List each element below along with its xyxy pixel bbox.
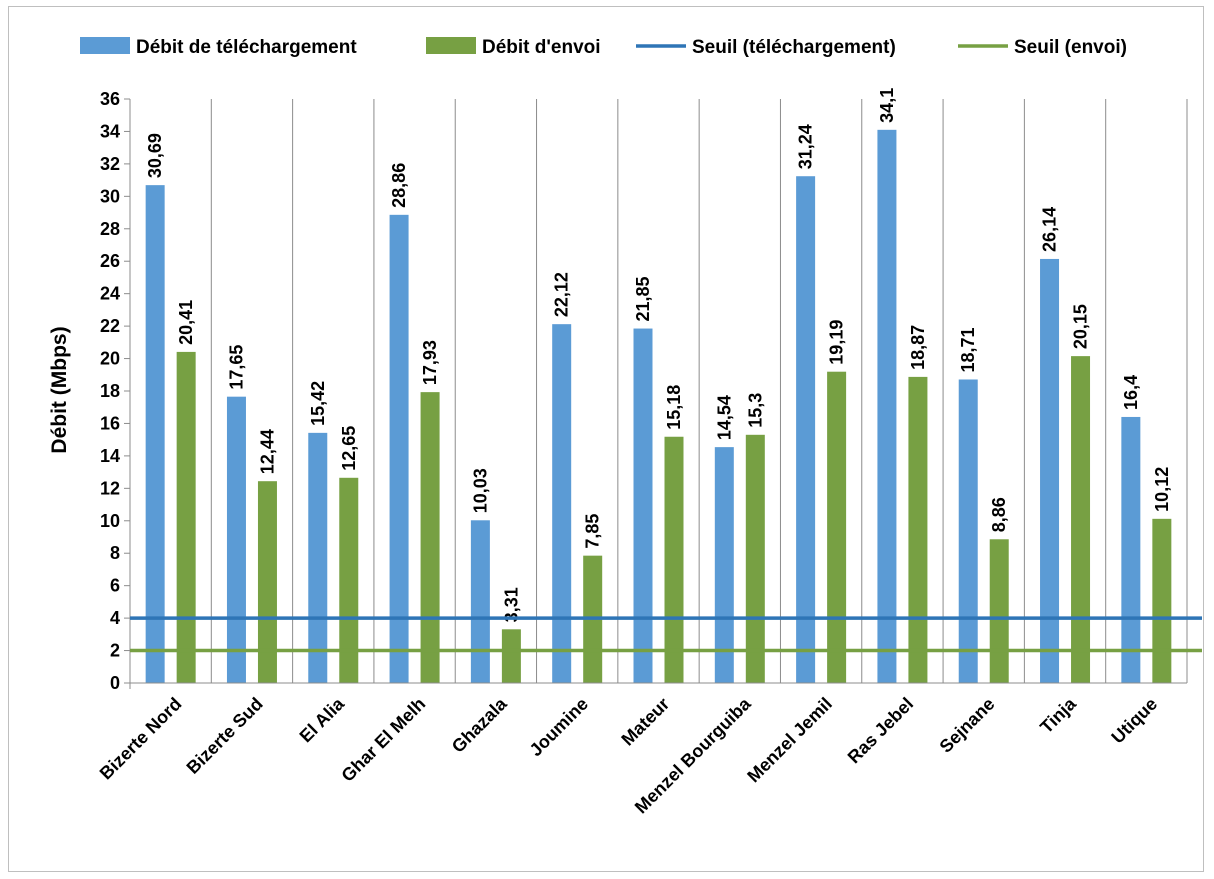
y-tick-label: 2 <box>110 641 120 661</box>
legend-label: Débit de téléchargement <box>136 37 357 58</box>
bar-download <box>308 432 328 683</box>
bar-upload <box>827 371 847 683</box>
y-tick-label: 22 <box>100 316 120 336</box>
x-tick-label: Bizerte Sud <box>183 694 267 778</box>
data-label: 31,24 <box>796 124 816 169</box>
y-tick-label: 36 <box>100 89 120 109</box>
data-label: 20,15 <box>1071 304 1091 349</box>
x-tick-label: Ras Jebel <box>844 694 918 768</box>
y-tick-label: 28 <box>100 219 120 239</box>
legend-swatch-upload <box>426 37 476 54</box>
y-tick-label: 34 <box>100 121 120 141</box>
data-label: 15,18 <box>664 385 684 430</box>
bar-download <box>714 447 734 683</box>
plot-area: 02468101214161820222426283032343630,6917… <box>96 88 1202 817</box>
y-tick-label: 16 <box>100 413 120 433</box>
x-tick-label: Ghazala <box>448 693 512 757</box>
y-tick-label: 14 <box>100 446 120 466</box>
data-label: 18,71 <box>958 327 978 372</box>
data-label: 16,4 <box>1121 375 1141 410</box>
y-axis-title: Débit (Mbps) <box>48 326 71 453</box>
data-label: 18,87 <box>908 325 928 370</box>
chart-frame <box>8 6 1204 872</box>
bar-download <box>796 176 816 683</box>
bar-download <box>389 214 409 683</box>
data-label: 14,54 <box>714 395 734 440</box>
x-tick-label: Menzel Jemil <box>743 694 836 787</box>
y-tick-label: 32 <box>100 154 120 174</box>
y-tick-label: 12 <box>100 478 120 498</box>
bar-upload <box>745 434 765 683</box>
legend-label: Débit d'envoi <box>482 37 601 58</box>
bar-upload <box>1152 518 1172 683</box>
x-tick-label: Joumine <box>526 694 592 760</box>
x-tick-label: El Alia <box>296 693 349 746</box>
bar-upload <box>176 351 196 683</box>
data-label: 10,12 <box>1152 467 1172 512</box>
y-tick-label: 30 <box>100 186 120 206</box>
data-label: 26,14 <box>1040 207 1060 252</box>
bar-upload <box>1071 356 1091 683</box>
bar-download <box>145 185 165 683</box>
bar-download <box>226 396 246 683</box>
x-tick-label: Ghar El Melh <box>337 694 429 786</box>
data-label: 15,3 <box>745 393 765 428</box>
legend-label: Seuil (envoi) <box>1014 37 1127 58</box>
data-label: 28,86 <box>389 163 409 208</box>
data-label: 12,44 <box>257 429 277 474</box>
bar-download <box>958 379 978 683</box>
x-tick-label: Tinja <box>1036 693 1080 737</box>
bar-upload <box>257 481 277 683</box>
x-tick-label: Mateur <box>617 694 673 750</box>
legend-label: Seuil (téléchargement) <box>692 37 896 58</box>
bar-download <box>552 324 572 683</box>
x-tick-label: Sejnane <box>936 694 999 757</box>
data-label: 3,31 <box>501 587 521 622</box>
y-tick-label: 10 <box>100 511 120 531</box>
legend: Débit de téléchargement Débit d'envoi Seui… <box>80 37 1127 58</box>
data-label: 17,93 <box>420 340 440 385</box>
y-tick-label: 24 <box>100 284 120 304</box>
data-label: 15,42 <box>308 381 328 426</box>
x-tick-label: Utique <box>1107 694 1161 748</box>
bar-upload <box>339 477 359 683</box>
y-tick-label: 4 <box>110 608 120 628</box>
data-label: 30,69 <box>145 133 165 178</box>
legend-swatch-download <box>80 37 130 54</box>
y-tick-label: 0 <box>110 673 120 693</box>
y-tick-label: 26 <box>100 251 120 271</box>
data-label: 10,03 <box>470 468 490 513</box>
bar-upload <box>420 392 440 683</box>
bar-upload <box>989 539 1009 683</box>
data-label: 12,65 <box>339 426 359 471</box>
bar-download <box>1121 416 1141 683</box>
bar-download <box>633 328 653 683</box>
data-label: 22,12 <box>552 272 572 317</box>
data-label: 19,19 <box>827 320 847 365</box>
data-label: 34,1 <box>877 88 897 123</box>
data-label: 7,85 <box>583 514 603 549</box>
bar-download <box>877 129 897 684</box>
bar-upload <box>908 376 928 683</box>
data-label: 21,85 <box>633 276 653 321</box>
data-label: 17,65 <box>226 345 246 390</box>
x-tick-label: Bizerte Nord <box>96 694 186 784</box>
bar-upload <box>501 629 521 683</box>
bar-download <box>1040 258 1060 683</box>
data-label: 20,41 <box>176 300 196 345</box>
y-tick-label: 8 <box>110 543 120 563</box>
y-tick-label: 20 <box>100 349 120 369</box>
y-tick-label: 6 <box>110 576 120 596</box>
data-label: 8,86 <box>989 497 1009 532</box>
bar-download <box>470 520 490 683</box>
y-tick-label: 18 <box>100 381 120 401</box>
bar-upload <box>664 436 684 683</box>
